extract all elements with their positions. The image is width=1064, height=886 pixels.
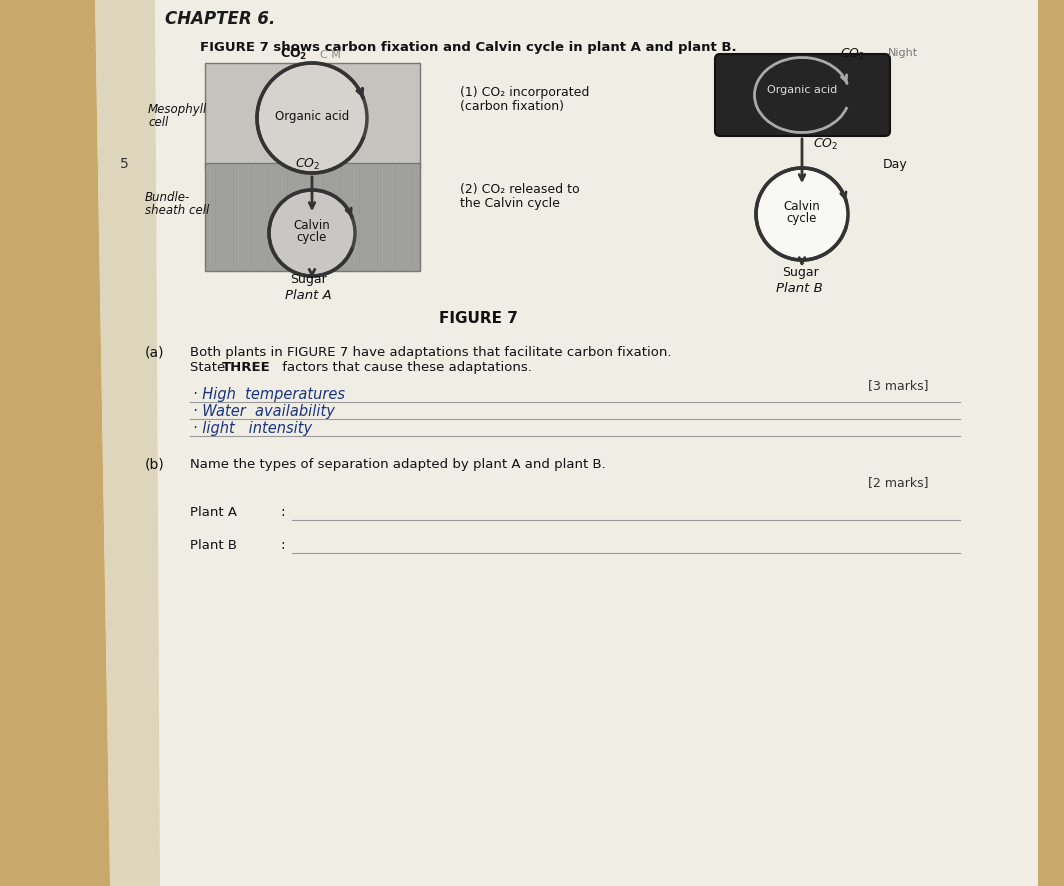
Text: $CO_2$: $CO_2$: [813, 137, 838, 152]
Text: [2 marks]: [2 marks]: [868, 476, 929, 489]
Text: Calvin: Calvin: [783, 200, 820, 213]
Polygon shape: [1038, 0, 1064, 886]
Text: · Water  availability: · Water availability: [193, 404, 335, 419]
FancyBboxPatch shape: [205, 63, 420, 168]
Text: :: :: [280, 538, 285, 552]
Text: sheath cell: sheath cell: [145, 204, 210, 217]
Text: C M: C M: [320, 50, 340, 60]
Text: CHAPTER 6.: CHAPTER 6.: [165, 10, 276, 28]
Text: factors that cause these adaptations.: factors that cause these adaptations.: [278, 361, 532, 374]
Circle shape: [257, 63, 367, 173]
Text: (b): (b): [145, 457, 165, 471]
Text: (1) CO₂ incorporated: (1) CO₂ incorporated: [460, 86, 589, 99]
Text: Organic acid: Organic acid: [767, 85, 837, 95]
Text: FIGURE 7: FIGURE 7: [438, 311, 517, 326]
Text: Plant B: Plant B: [776, 282, 822, 295]
Text: Mesophyll: Mesophyll: [148, 103, 207, 116]
Text: Calvin: Calvin: [294, 219, 331, 232]
Text: (carbon fixation): (carbon fixation): [460, 100, 564, 113]
FancyBboxPatch shape: [715, 54, 890, 136]
Text: THREE: THREE: [222, 361, 270, 374]
Text: Name the types of separation adapted by plant A and plant B.: Name the types of separation adapted by …: [190, 458, 605, 471]
Text: Night: Night: [888, 48, 918, 58]
Text: cycle: cycle: [786, 212, 817, 225]
Text: cycle: cycle: [297, 231, 328, 244]
Text: cell: cell: [148, 116, 168, 129]
Circle shape: [757, 168, 848, 260]
Text: FIGURE 7 shows carbon fixation and Calvin cycle in plant A and plant B.: FIGURE 7 shows carbon fixation and Calvi…: [200, 41, 736, 54]
Text: $CO_2$: $CO_2$: [295, 157, 320, 172]
Polygon shape: [0, 0, 110, 886]
Text: · light   intensity: · light intensity: [193, 421, 312, 436]
Text: Day: Day: [883, 158, 908, 171]
Text: 5: 5: [120, 157, 129, 171]
Text: · High  temperatures: · High temperatures: [193, 387, 345, 402]
Text: :: :: [280, 505, 285, 519]
Text: (2) CO₂ released to: (2) CO₂ released to: [460, 183, 580, 196]
Text: the Calvin cycle: the Calvin cycle: [460, 197, 560, 210]
Circle shape: [269, 190, 355, 276]
Text: $CO_2$: $CO_2$: [839, 47, 865, 62]
Polygon shape: [95, 0, 1038, 886]
Text: Both plants in FIGURE 7 have adaptations that facilitate carbon fixation.: Both plants in FIGURE 7 have adaptations…: [190, 346, 671, 359]
Text: Sugar: Sugar: [290, 273, 327, 286]
Text: $\mathbf{CO_2}$: $\mathbf{CO_2}$: [280, 47, 307, 62]
Text: State: State: [190, 361, 230, 374]
Text: Sugar: Sugar: [782, 266, 819, 279]
Text: Bundle-: Bundle-: [145, 191, 190, 204]
Text: (a): (a): [145, 345, 165, 359]
Text: Plant A: Plant A: [285, 289, 332, 302]
Text: Plant B: Plant B: [190, 539, 237, 552]
Text: Plant A: Plant A: [190, 506, 237, 519]
Text: [3 marks]: [3 marks]: [868, 379, 929, 392]
FancyBboxPatch shape: [205, 163, 420, 271]
Text: Organic acid: Organic acid: [275, 110, 349, 122]
Polygon shape: [95, 0, 160, 886]
